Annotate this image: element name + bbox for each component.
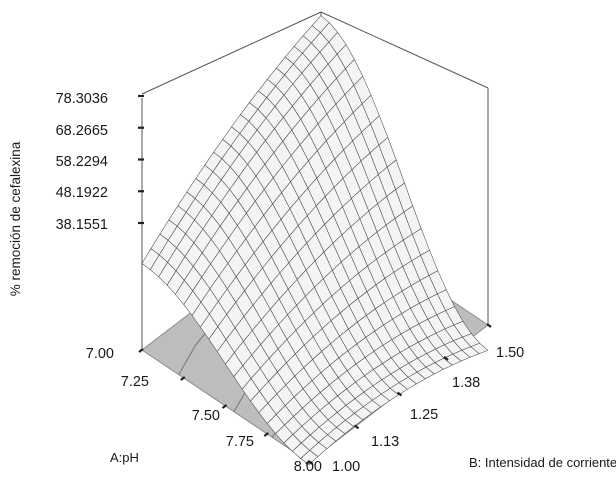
b-tick-mark [396,391,403,397]
b-tick-label: 1.13 [371,434,399,450]
b-tick-label: 1.25 [410,407,438,423]
z-tick-label: 58.2294 [56,154,108,170]
a-tick-mark [138,348,144,353]
a-tick-mark [180,376,186,381]
box-edge [320,11,489,89]
a-tick-label: 8.00 [294,459,322,474]
b-tick-mark [486,323,492,328]
z-tick-label: 78.3036 [56,91,108,107]
a-axis-title: A:pH [110,450,139,465]
b-tick-label: 1.00 [332,459,360,474]
a-tick-label: 7.50 [192,408,220,424]
b-tick-label: 1.50 [496,345,524,361]
axis-ticks [138,94,492,465]
b-tick-mark [443,356,449,361]
b-axis-title: B: Intensidad de corriente [469,455,616,470]
box-edge [141,11,322,95]
b-tick-label: 1.38 [452,375,480,391]
a-tick-label: 7.75 [226,434,254,450]
z-tick-label: 38.1551 [56,217,108,233]
a-tick-mark [263,432,269,437]
b-tick-mark [353,424,360,430]
z-tick-label: 48.1922 [56,185,108,201]
a-tick-label: 7.25 [121,374,149,390]
b-tick-mark [307,460,313,465]
response-surface [141,15,489,465]
a-tick-label: 7.00 [86,346,114,362]
z-axis-title: % remoción de cefalexina [8,141,23,296]
a-tick-mark [221,404,228,409]
z-tick-label: 68.2665 [56,123,108,139]
